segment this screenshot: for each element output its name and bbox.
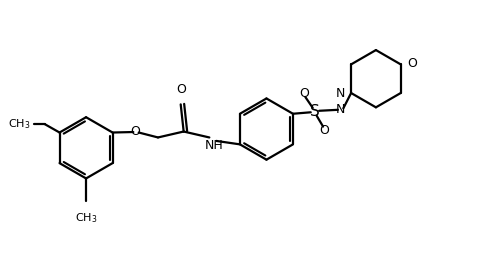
Text: N: N	[336, 87, 345, 100]
Text: O: O	[299, 87, 309, 99]
Text: O: O	[407, 57, 417, 70]
Text: O: O	[130, 125, 140, 138]
Text: NH: NH	[204, 139, 223, 152]
Text: CH$_3$: CH$_3$	[8, 117, 31, 131]
Text: CH$_3$: CH$_3$	[75, 211, 97, 225]
Text: O: O	[319, 124, 329, 137]
Text: S: S	[310, 104, 319, 119]
Text: N: N	[336, 103, 345, 116]
Text: O: O	[176, 83, 186, 96]
